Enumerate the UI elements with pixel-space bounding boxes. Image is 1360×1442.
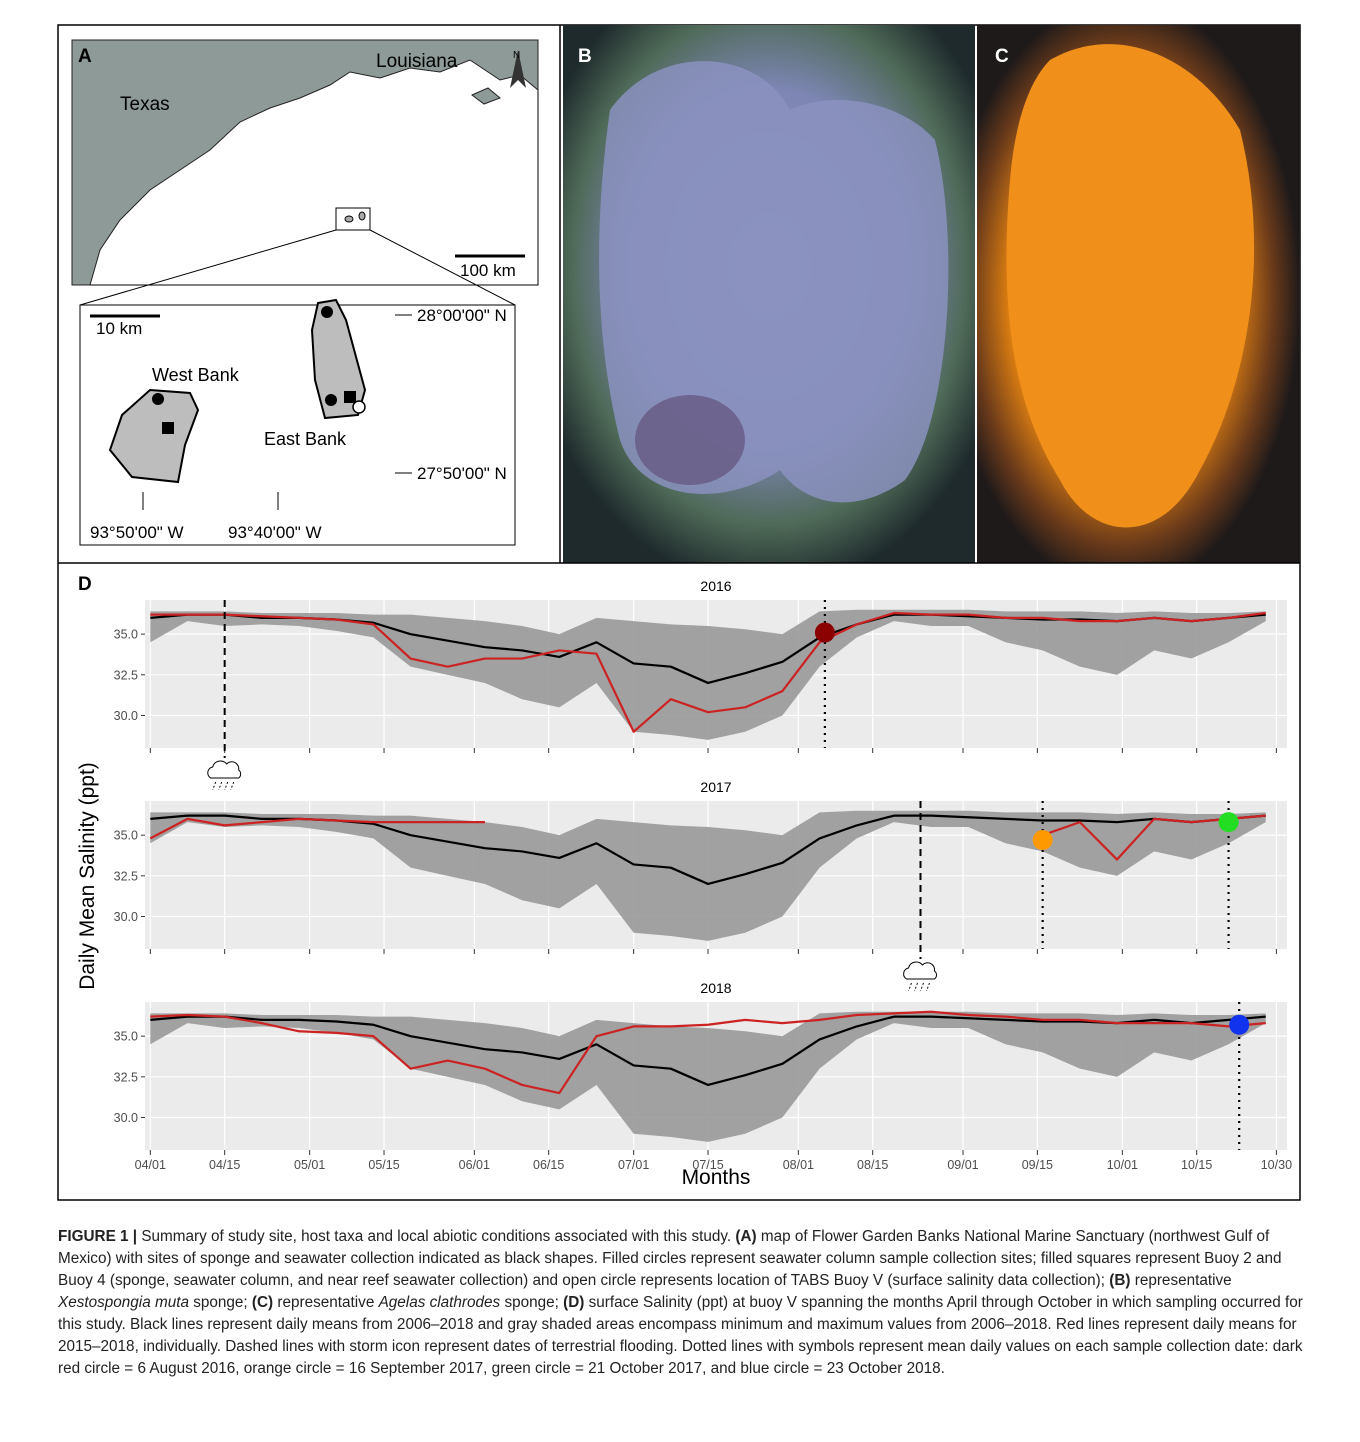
site-circle [325,394,337,406]
sponge-small [635,395,745,485]
y-tick-label: 35.0 [114,628,138,642]
scale-label: 10 km [96,319,142,338]
x-tick-label: 09/15 [1022,1158,1053,1172]
caption-text: representative [1130,1272,1231,1289]
buoy-v-circle [353,401,365,413]
page: { "panel_a": {"label": "A", "texas": "Te… [0,0,1360,1442]
caption-text: (D) [563,1294,584,1311]
y-tick-label: 35.0 [114,829,138,843]
site-circle [152,393,164,405]
bank-marker [359,212,365,220]
panel-label: C [995,46,1009,67]
caption-text: FIGURE 1 | [58,1228,137,1245]
rain [914,983,917,991]
x-tick-label: 06/01 [459,1158,490,1172]
caption-text: representative [273,1294,378,1311]
figure: A Texas Louisiana N 100 km 10 km West Ba… [0,0,1360,1215]
x-tick-label: 09/01 [947,1158,978,1172]
map-label: Louisiana [376,51,458,72]
lat-label: 28°00'00" N [417,306,507,325]
storm-icon [904,962,937,991]
caption-text: (C) [252,1294,273,1311]
panel-label: B [578,46,592,67]
panel-title: 2016 [700,578,731,594]
site-circle [321,306,333,318]
buoy-square [162,422,174,434]
y-tick-label: 35.0 [114,1030,138,1044]
lat-label: 27°50'00" N [417,464,507,483]
x-tick-label: 10/30 [1261,1158,1292,1172]
y-tick-label: 32.5 [114,1070,138,1084]
buoy-square [344,391,356,403]
panel-b: B [563,25,975,563]
x-tick-label: 05/15 [368,1158,399,1172]
caption-text: (A) [735,1228,756,1245]
x-tick-label: 06/15 [533,1158,564,1172]
rain [213,782,216,790]
panel-label: A [78,46,92,67]
caption-text: Agelas clathrodes [379,1294,501,1311]
cloud [208,761,241,778]
scale-label: 100 km [460,261,516,280]
y-tick-label: 32.5 [114,668,138,682]
caption-text: Summary of study site, host taxa and loc… [137,1228,735,1245]
x-tick-label: 08/01 [783,1158,814,1172]
caption-text: sponge; [189,1294,252,1311]
cloud [904,962,937,979]
north-label: N [513,50,520,61]
x-tick-label: 08/15 [857,1158,888,1172]
caption: FIGURE 1 | Summary of study site, host t… [58,1226,1308,1380]
caption-text: sponge; [500,1294,563,1311]
caption-text: (B) [1109,1272,1130,1289]
panel-c: C [977,25,1300,563]
panel-label: D [78,574,92,595]
y-axis-label: Daily Mean Salinity (ppt) [76,762,99,990]
panel-title: 2018 [700,980,731,996]
x-tick-label: 04/01 [135,1158,166,1172]
map-label: Texas [120,94,170,115]
x-tick-label: 10/15 [1181,1158,1212,1172]
rain [231,782,234,790]
x-tick-label: 07/15 [692,1158,723,1172]
x-tick-label: 04/15 [209,1158,240,1172]
storm-icon [208,761,241,790]
bank-label: East Bank [264,429,347,449]
lon-label: 93°50'00" W [90,523,184,542]
x-tick-label: 07/01 [618,1158,649,1172]
rain [926,983,929,991]
lon-label: 93°40'00" W [228,523,322,542]
rain [219,782,222,790]
rain [225,782,228,790]
x-tick-label: 05/01 [294,1158,325,1172]
sample-marker [1229,1015,1249,1035]
rain [908,983,911,991]
y-tick-label: 30.0 [114,709,138,723]
sample-marker [815,623,835,643]
sample-marker [1033,830,1053,850]
x-tick-label: 10/01 [1107,1158,1138,1172]
bank-label: West Bank [152,365,240,385]
panel-title: 2017 [700,779,731,795]
rain [920,983,923,991]
y-tick-label: 32.5 [114,869,138,883]
y-tick-label: 30.0 [114,1111,138,1125]
y-tick-label: 30.0 [114,910,138,924]
bank-marker [345,216,353,222]
panel-a: A Texas Louisiana N 100 km 10 km West Ba… [72,40,538,545]
sample-marker [1219,812,1239,832]
caption-text: Xestospongia muta [58,1294,189,1311]
